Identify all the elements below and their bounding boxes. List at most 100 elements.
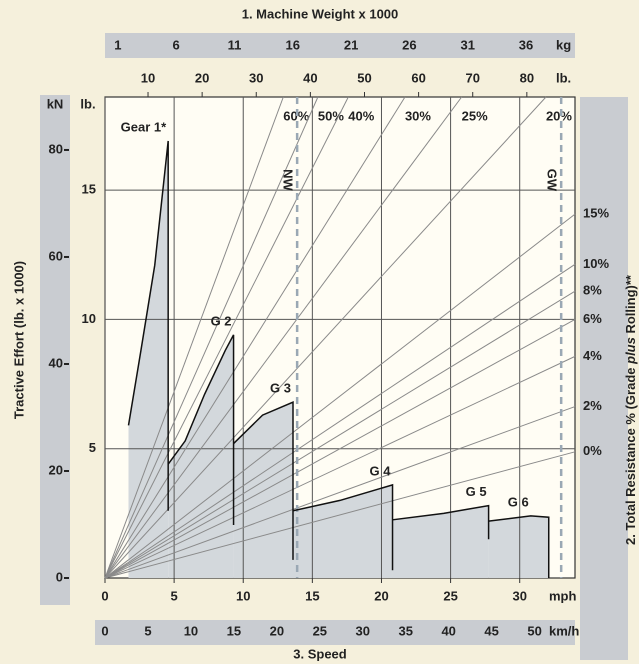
kmh-tick-label: 15 xyxy=(227,623,241,638)
rimpull-fill xyxy=(293,484,393,578)
resistance-label: 10% xyxy=(583,256,609,271)
rimpull-line xyxy=(292,483,394,571)
kn-tick-label: 80 xyxy=(49,141,63,156)
weight-label: 1. Machine Weight x 1000 xyxy=(242,6,399,21)
kg-tick-label: 26 xyxy=(402,37,416,52)
x-tick-label: 20 xyxy=(374,588,388,603)
y2-label-part: plus xyxy=(623,337,638,365)
weight-marker-label: GW xyxy=(545,169,560,192)
resistance-label: 15% xyxy=(583,206,609,221)
x-tick-label: 15 xyxy=(305,588,319,603)
resistance-line xyxy=(104,406,576,579)
resistance-line xyxy=(104,96,406,579)
kmh-tick-label: 20 xyxy=(270,623,284,638)
kmh-tick-label: 35 xyxy=(398,623,412,638)
kg-tick-label: 11 xyxy=(228,37,242,52)
rimpull-line xyxy=(392,504,490,540)
kn-tick-label: 60 xyxy=(49,248,63,263)
kg-tick-label: 21 xyxy=(344,37,358,52)
rimpull-line xyxy=(488,515,550,578)
y-tick-label: 5 xyxy=(89,440,96,455)
resistance-line xyxy=(104,290,576,579)
x-tick-label: 25 xyxy=(443,588,457,603)
kmh-tick-label: 50 xyxy=(527,623,541,638)
resistance-label: 4% xyxy=(583,348,602,363)
resistance-line xyxy=(104,451,576,579)
gear-label: Gear 1* xyxy=(121,119,167,134)
resistance-line xyxy=(104,318,576,579)
kg-tick-label: 6 xyxy=(173,37,180,52)
lb_top-tick-label: 80 xyxy=(520,70,534,85)
x-tick-label: 0 xyxy=(101,588,108,603)
y-label: Tractive Effort (lb. x 1000) xyxy=(11,261,26,419)
resistance-label: 30% xyxy=(405,108,431,123)
resistance-label: 6% xyxy=(583,311,602,326)
kmh-band xyxy=(95,620,575,645)
resistance-label: 20% xyxy=(546,108,572,123)
kg-unit: kg xyxy=(556,37,571,52)
kn-tick-label: 40 xyxy=(49,355,63,370)
resistance-line xyxy=(104,96,284,579)
resistance-line xyxy=(104,96,319,579)
x-label: 3. Speed xyxy=(293,646,347,661)
gear-label: G 2 xyxy=(211,313,232,328)
resistance-line xyxy=(104,263,576,579)
lb_top-tick-label: 10 xyxy=(141,70,155,85)
resistance-label: 40% xyxy=(348,108,374,123)
x-tick-label: 5 xyxy=(171,588,178,603)
lb-top-unit: lb. xyxy=(556,70,571,85)
rimpull-fill xyxy=(392,505,489,578)
kn-band xyxy=(40,95,70,605)
resistance-label: 50% xyxy=(318,108,344,123)
resistance-label: 8% xyxy=(583,283,602,298)
y2-label-part: Rolling)** xyxy=(623,274,638,337)
kmh-tick-label: 25 xyxy=(313,623,327,638)
y-tick-label: 10 xyxy=(82,311,96,326)
resistance-line xyxy=(104,96,463,579)
rimpull-line xyxy=(127,140,169,511)
x-tick-label: 10 xyxy=(236,588,250,603)
gear-label: G 4 xyxy=(370,463,392,478)
rimpull-line xyxy=(233,401,294,560)
kg-tick-label: 1 xyxy=(114,37,121,52)
lb_top-tick-label: 40 xyxy=(303,70,317,85)
kn-unit: kN xyxy=(47,96,64,111)
resistance-label: 25% xyxy=(462,108,488,123)
rimpull-line xyxy=(167,334,235,525)
resistance-line xyxy=(104,213,576,579)
gear-label: G 5 xyxy=(466,484,487,499)
kmh-unit: km/h xyxy=(549,623,579,638)
rimpull-fill xyxy=(128,140,169,578)
y2-label: 2. Total Resistance % (Grade plus Rollin… xyxy=(623,274,638,545)
lb_top-tick-label: 50 xyxy=(357,70,371,85)
kn-tick-label: 20 xyxy=(49,462,63,477)
lb_top-tick-label: 20 xyxy=(195,70,209,85)
resistance-label: 0% xyxy=(583,443,602,458)
kmh-tick-label: 45 xyxy=(484,623,498,638)
rimpull-fill xyxy=(233,402,293,578)
x-tick-label: 30 xyxy=(512,588,526,603)
kn-tick-label: 0 xyxy=(56,569,63,584)
x-unit: mph xyxy=(549,588,577,603)
gear-label: G 6 xyxy=(508,494,529,509)
kmh-tick-label: 0 xyxy=(101,623,108,638)
weight-marker-label: NW xyxy=(281,169,296,191)
lb_top-tick-label: 30 xyxy=(249,70,263,85)
y2-label-part: 2. Total Resistance % (Grade xyxy=(623,364,638,545)
y-unit: lb. xyxy=(80,96,95,111)
rimpull-fill xyxy=(488,515,549,578)
kg-band xyxy=(105,33,575,58)
lb_top-tick-label: 60 xyxy=(411,70,425,85)
rimpull-fill xyxy=(168,334,234,578)
resistance-line xyxy=(104,96,349,579)
lb_top-tick-label: 70 xyxy=(465,70,479,85)
gear-label: G 3 xyxy=(270,381,291,396)
kmh-tick-label: 40 xyxy=(441,623,455,638)
kg-tick-label: 16 xyxy=(286,37,300,52)
resistance-band xyxy=(580,97,628,660)
kg-tick-label: 31 xyxy=(460,37,474,52)
resistance-line xyxy=(104,96,547,579)
kg-tick-label: 36 xyxy=(519,37,533,52)
y-tick-label: 15 xyxy=(82,182,96,197)
